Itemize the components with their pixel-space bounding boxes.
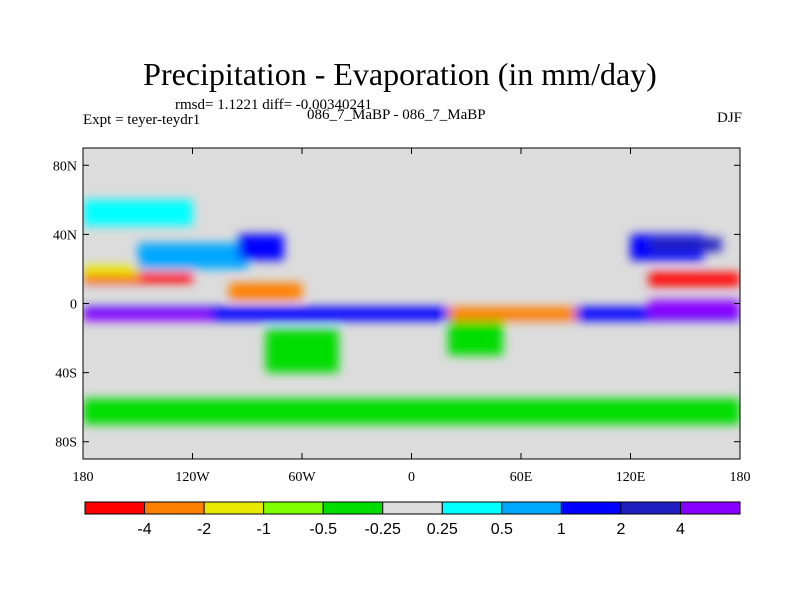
y-tick-label: 0	[70, 298, 77, 313]
x-tick-label: 120W	[175, 470, 210, 485]
colorbar-label: -0.25	[364, 521, 401, 538]
colorbar-swatch	[322, 501, 384, 515]
colorbar-swatch	[560, 501, 622, 515]
season-label: DJF	[716, 110, 742, 126]
x-tick-label: 180	[73, 470, 94, 485]
colorbar-label: 0.5	[491, 521, 513, 538]
colorbar-swatch	[441, 501, 503, 515]
chart-title: Precipitation - Evaporation (in mm/day)	[143, 56, 657, 92]
field-region	[83, 199, 193, 226]
field-region	[648, 300, 740, 318]
y-tick-label: 40N	[53, 228, 77, 243]
field-region	[229, 282, 302, 301]
field-region	[83, 310, 211, 321]
x-axis: 180 120W 60W 0 60E 120E 180	[73, 148, 751, 485]
field-region	[83, 265, 138, 276]
y-tick-label: 80S	[55, 436, 77, 451]
experiment-label: Expt = teyer-teydr1	[83, 112, 201, 128]
colorbar-swatch	[501, 501, 562, 515]
x-tick-label: 60W	[288, 470, 316, 485]
colorbar-swatch	[203, 501, 265, 515]
y-axis: 80N 40N 0 40S 80S	[53, 159, 740, 451]
y-tick-label: 40S	[55, 367, 77, 382]
field-region	[83, 398, 740, 425]
field-region	[448, 320, 503, 356]
colorbar-swatch	[382, 501, 443, 515]
x-tick-label: 180	[730, 470, 751, 485]
field-layer	[83, 199, 740, 425]
x-tick-label: 0	[408, 470, 415, 485]
colorbar-swatch	[263, 501, 324, 515]
plot-area	[82, 147, 741, 460]
colorbar-label: 4	[676, 521, 685, 538]
field-region	[265, 329, 339, 373]
field-region	[83, 272, 193, 283]
colorbar-label: 2	[616, 521, 625, 538]
colorbar-label: -4	[137, 521, 151, 538]
field-region	[448, 306, 576, 321]
colorbar-label: -2	[197, 521, 211, 538]
colorbar-swatch	[84, 501, 146, 515]
colorbar-swatch	[144, 501, 205, 515]
colorbar: -4 -2 -1 -0.5 -0.25 0.25 0.5 1 2 4	[84, 501, 741, 538]
colorbar-swatch	[679, 501, 741, 515]
field-region	[648, 272, 740, 287]
x-tick-label: 60E	[510, 470, 533, 485]
stats-text: rmsd= 1.1221 diff= -0.00340241	[175, 97, 373, 113]
colorbar-label: -0.5	[309, 521, 337, 538]
colorbar-label: -1	[257, 521, 271, 538]
x-tick-label: 120E	[616, 470, 646, 485]
colorbar-label: 1	[557, 521, 566, 538]
colorbar-swatch	[620, 501, 681, 515]
y-tick-label: 80N	[53, 159, 77, 174]
center-label: 086_7_MaBP - 086_7_MaBP	[307, 107, 486, 123]
field-region	[238, 234, 284, 261]
field-region	[648, 237, 722, 252]
colorbar-label: 0.25	[427, 521, 458, 538]
field-region	[137, 243, 248, 269]
